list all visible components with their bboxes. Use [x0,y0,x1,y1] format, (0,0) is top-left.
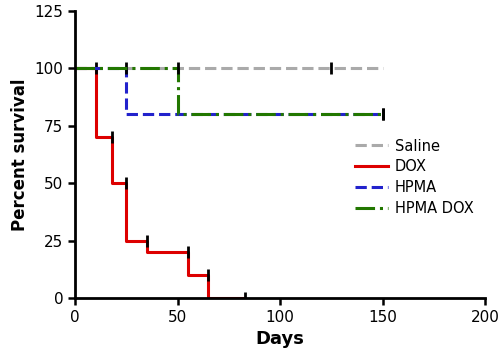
Line: HPMA DOX: HPMA DOX [75,68,382,114]
DOX [242,296,248,300]
DOX [205,273,211,277]
DOX [92,135,98,139]
HPMA DOX [72,66,78,70]
Line: DOX: DOX [75,68,245,298]
HPMA [380,112,386,116]
DOX [123,181,129,185]
DOX [205,296,211,300]
DOX [92,66,98,70]
DOX [185,273,191,277]
HPMA DOX [174,66,180,70]
DOX [109,135,115,139]
HPMA [380,112,386,116]
Saline [72,66,78,70]
DOX [144,238,150,243]
DOX [123,238,129,243]
DOX [242,296,248,300]
Line: HPMA: HPMA [75,68,382,114]
HPMA DOX [380,112,386,116]
Saline [380,66,386,70]
HPMA [123,112,129,116]
Legend: Saline, DOX, HPMA, HPMA DOX: Saline, DOX, HPMA, HPMA DOX [356,139,474,216]
DOX [72,66,78,70]
HPMA DOX [380,112,386,116]
DOX [109,181,115,185]
HPMA [72,66,78,70]
X-axis label: Days: Days [256,330,304,348]
DOX [185,250,191,254]
Y-axis label: Percent survival: Percent survival [11,78,29,230]
HPMA DOX [174,112,180,116]
HPMA [123,66,129,70]
Saline [380,66,386,70]
DOX [144,250,150,254]
